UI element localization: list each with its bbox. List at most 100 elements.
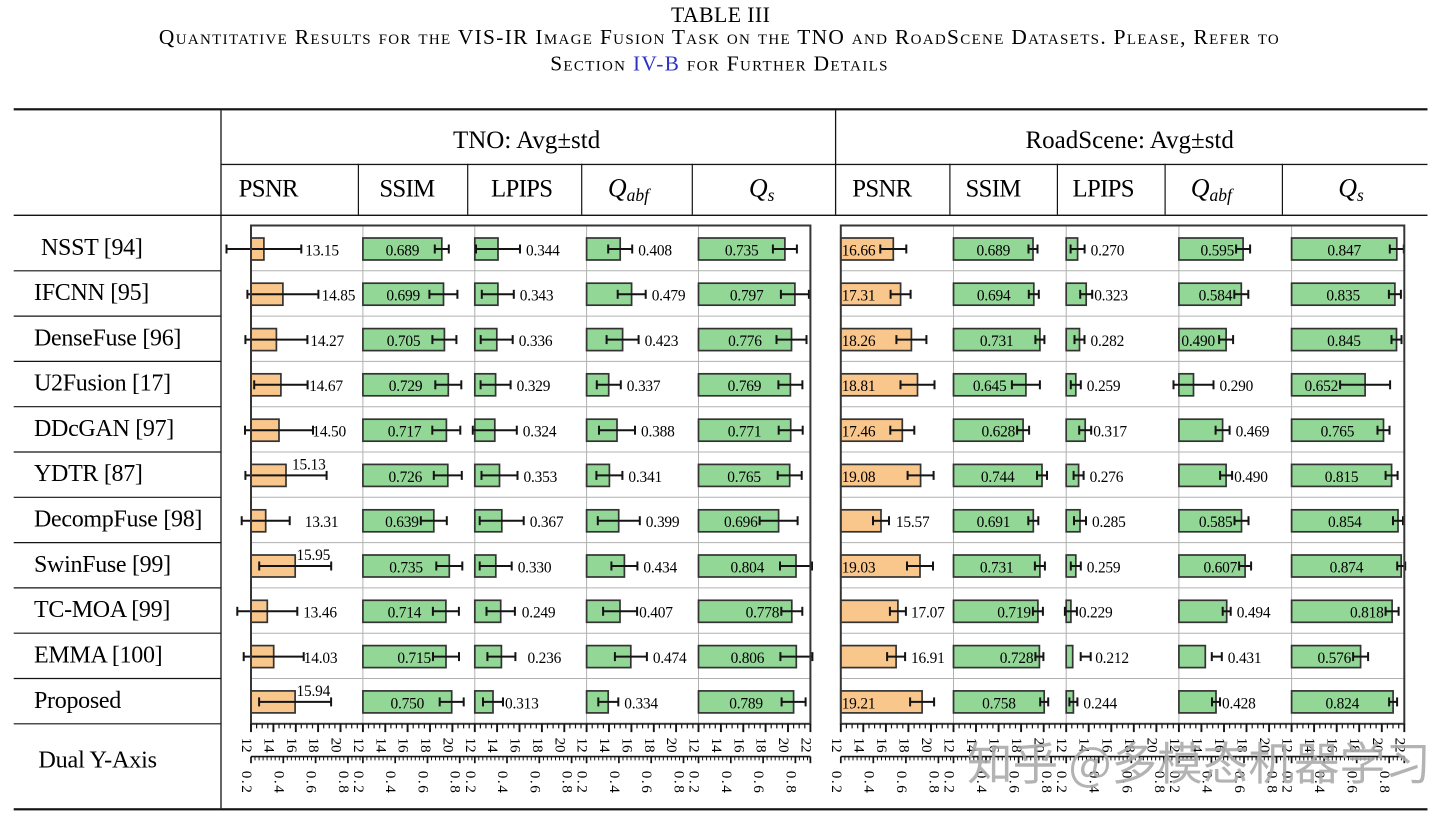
svg-text:0.699: 0.699 [386, 288, 420, 305]
svg-text:0.290: 0.290 [1220, 378, 1254, 395]
svg-text:17.46: 17.46 [842, 424, 876, 441]
svg-text:Qs: Qs [1338, 174, 1364, 206]
svg-text:0.2: 0.2 [828, 771, 845, 795]
svg-text:0.818: 0.818 [1350, 605, 1384, 622]
svg-text:RoadScene: Avg±std: RoadScene: Avg±std [1026, 127, 1235, 154]
svg-text:13.15: 13.15 [305, 242, 339, 259]
svg-text:TNO: Avg±std: TNO: Avg±std [453, 127, 601, 154]
svg-text:0.765: 0.765 [727, 469, 761, 486]
svg-text:20: 20 [1143, 738, 1160, 753]
svg-text:0.2: 0.2 [238, 771, 255, 795]
svg-text:YDTR [87]: YDTR [87] [34, 461, 143, 487]
svg-text:12: 12 [350, 738, 367, 753]
svg-text:0.249: 0.249 [522, 605, 556, 622]
svg-text:0.423: 0.423 [645, 333, 679, 350]
svg-text:0.696: 0.696 [724, 514, 758, 531]
svg-text:0.691: 0.691 [977, 514, 1011, 531]
svg-text:19.21: 19.21 [842, 695, 876, 712]
svg-text:0.324: 0.324 [523, 424, 557, 441]
svg-text:SSIM: SSIM [966, 176, 1022, 203]
svg-text:12: 12 [462, 738, 479, 753]
svg-text:16: 16 [873, 738, 890, 753]
svg-text:13.31: 13.31 [305, 514, 339, 531]
svg-text:0.8: 0.8 [1376, 771, 1393, 795]
svg-text:0.789: 0.789 [729, 695, 763, 712]
svg-text:0.729: 0.729 [389, 378, 423, 395]
svg-text:0.474: 0.474 [653, 650, 687, 667]
svg-text:0.804: 0.804 [730, 559, 764, 576]
svg-text:14: 14 [850, 738, 867, 753]
svg-text:0.585: 0.585 [1199, 514, 1233, 531]
svg-text:0.806: 0.806 [731, 650, 765, 667]
svg-text:0.344: 0.344 [526, 242, 560, 259]
svg-text:0.353: 0.353 [524, 469, 558, 486]
svg-text:18: 18 [417, 738, 434, 753]
svg-text:0.778: 0.778 [746, 605, 780, 622]
svg-text:0.8: 0.8 [447, 771, 464, 795]
svg-text:0.694: 0.694 [977, 288, 1011, 305]
svg-text:0.479: 0.479 [652, 288, 686, 305]
svg-text:0.744: 0.744 [981, 469, 1015, 486]
svg-text:14.50: 14.50 [312, 424, 346, 441]
svg-text:0.6: 0.6 [750, 771, 767, 795]
svg-text:0.6: 0.6 [415, 771, 432, 795]
svg-text:Proposed: Proposed [34, 688, 121, 714]
svg-text:Quantitative Results for the V: Quantitative Results for the VIS-IR Imag… [159, 25, 1280, 49]
svg-text:16: 16 [395, 738, 412, 753]
svg-text:18.26: 18.26 [842, 333, 876, 350]
svg-text:18: 18 [895, 738, 912, 753]
svg-text:0.2: 0.2 [941, 771, 958, 795]
svg-text:Qabf: Qabf [608, 174, 651, 206]
svg-text:0.4: 0.4 [494, 771, 511, 795]
svg-text:0.399: 0.399 [646, 514, 680, 531]
svg-text:DDcGAN [97]: DDcGAN [97] [34, 416, 174, 442]
svg-text:12: 12 [1053, 738, 1070, 753]
svg-text:22: 22 [1391, 738, 1408, 753]
svg-text:0.735: 0.735 [725, 242, 759, 259]
svg-text:17.07: 17.07 [911, 605, 945, 622]
svg-text:12: 12 [1166, 738, 1183, 753]
svg-text:0.343: 0.343 [520, 288, 554, 305]
svg-text:14.27: 14.27 [310, 333, 344, 350]
svg-text:PSNR: PSNR [239, 176, 299, 203]
svg-text:DecompFuse [98]: DecompFuse [98] [34, 507, 202, 533]
svg-text:0.2: 0.2 [462, 771, 479, 795]
svg-text:0.717: 0.717 [388, 424, 422, 441]
svg-text:18: 18 [529, 738, 546, 753]
svg-text:PSNR: PSNR [852, 176, 912, 203]
svg-text:0.854: 0.854 [1328, 514, 1362, 531]
svg-text:0.4: 0.4 [606, 771, 623, 795]
svg-text:IFCNN [95]: IFCNN [95] [34, 280, 149, 306]
svg-text:16: 16 [1098, 738, 1115, 753]
svg-text:0.6: 0.6 [526, 771, 543, 795]
svg-text:LPIPS: LPIPS [1073, 176, 1134, 203]
svg-text:0.341: 0.341 [628, 469, 662, 486]
svg-text:0.847: 0.847 [1327, 242, 1361, 259]
svg-text:15.13: 15.13 [292, 456, 326, 473]
svg-text:NSST [94]: NSST [94] [41, 235, 143, 261]
svg-text:0.336: 0.336 [519, 333, 553, 350]
svg-text:18: 18 [753, 738, 770, 753]
svg-text:0.282: 0.282 [1091, 333, 1125, 350]
svg-text:14.03: 14.03 [304, 650, 338, 667]
svg-text:0.334: 0.334 [624, 695, 658, 712]
svg-text:LPIPS: LPIPS [491, 176, 552, 203]
svg-text:0.6: 0.6 [1118, 771, 1135, 795]
svg-text:16: 16 [618, 738, 635, 753]
svg-text:20: 20 [775, 738, 792, 753]
svg-text:0.323: 0.323 [1094, 288, 1128, 305]
svg-text:0.2: 0.2 [1053, 771, 1070, 795]
svg-text:0.824: 0.824 [1325, 695, 1359, 712]
svg-text:0.845: 0.845 [1327, 333, 1361, 350]
svg-text:0.728: 0.728 [1000, 650, 1034, 667]
svg-text:18: 18 [305, 738, 322, 753]
svg-text:0.776: 0.776 [728, 333, 762, 350]
svg-text:12: 12 [238, 738, 255, 753]
svg-text:0.236: 0.236 [528, 650, 562, 667]
svg-text:0.285: 0.285 [1092, 514, 1126, 531]
svg-text:0.8: 0.8 [559, 771, 576, 795]
svg-text:20: 20 [663, 738, 680, 753]
svg-text:14.67: 14.67 [309, 378, 343, 395]
svg-text:0.407: 0.407 [639, 605, 673, 622]
svg-text:0.835: 0.835 [1326, 288, 1360, 305]
